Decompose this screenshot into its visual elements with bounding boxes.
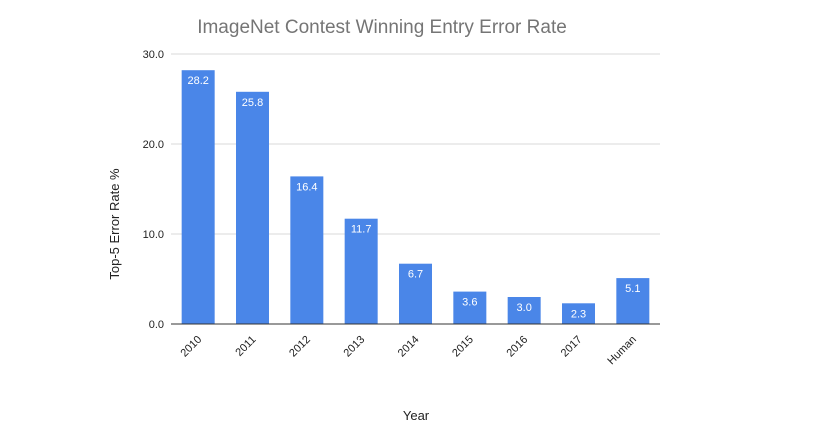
data-label: 11.7 — [351, 224, 372, 236]
bar — [236, 91, 269, 324]
x-tick-label: Human — [605, 334, 639, 368]
y-tick-label: 10.0 — [143, 229, 164, 241]
bar — [453, 291, 487, 324]
bar — [616, 278, 650, 324]
data-label: 25.8 — [242, 97, 263, 109]
bar — [562, 303, 595, 324]
bar — [181, 70, 215, 324]
data-label: 6.7 — [408, 269, 423, 281]
bar — [290, 176, 324, 324]
x-tick-label: 2011 — [233, 334, 258, 359]
data-label: 3.0 — [517, 302, 532, 314]
y-tick-label: 20.0 — [143, 139, 164, 151]
x-axis-title: Year — [403, 408, 430, 423]
data-label: 28.2 — [187, 75, 208, 87]
y-tick-label: 0.0 — [149, 319, 164, 331]
x-tick-label: 2010 — [178, 334, 204, 360]
y-tick-label: 30.0 — [143, 49, 164, 61]
data-label: 16.4 — [296, 181, 317, 193]
x-tick-label: 2012 — [287, 334, 313, 360]
x-axis-ticks: 2010 2011 2012 2013 2014 2015 2016 2017 Human — [178, 334, 638, 368]
x-tick-label: 2017 — [559, 334, 585, 360]
x-tick-label: 2015 — [450, 334, 476, 360]
bar — [344, 218, 378, 324]
chart-title: ImageNet Contest Winning Entry Error Rat… — [197, 17, 567, 38]
bar — [507, 297, 541, 324]
data-label: 3.6 — [462, 297, 477, 309]
x-tick-label: 2013 — [341, 334, 367, 360]
data-label: 2.3 — [571, 308, 586, 320]
data-labels: 28.2 25.8 16.4 11.7 6.7 3.6 3.0 2.3 5.1 — [187, 75, 640, 320]
x-tick-label: 2016 — [504, 334, 530, 360]
x-tick-label: 2014 — [396, 334, 422, 360]
data-label: 5.1 — [625, 283, 640, 295]
bar — [399, 263, 432, 324]
y-axis-title: Top-5 Error Rate % — [107, 168, 122, 280]
bars — [181, 70, 650, 324]
y-axis-ticks: 0.0 10.0 20.0 30.0 — [143, 49, 164, 331]
